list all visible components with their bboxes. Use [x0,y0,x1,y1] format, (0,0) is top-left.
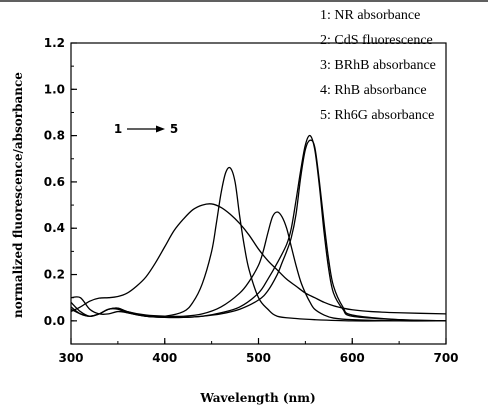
legend-entry-5: 5: Rh6G absorbance [320,108,434,123]
y-axis-title: normalized fluorescence/absorbance [11,72,25,318]
annotation-start-label: 1 [114,122,122,136]
series-line-5 [70,139,447,322]
y-tick-label: 0.4 [44,221,65,235]
y-tick-label: 0.2 [44,268,65,282]
x-tick-label: 300 [58,351,83,365]
legend-entry-3: 3: BRhB absorbance [320,58,436,73]
series-line-4 [70,134,447,322]
x-tick-label: 700 [433,351,458,365]
legend-entry-2: 2: CdS fluorescence [320,33,433,48]
x-axis-title: Wavelength (nm) [199,391,315,405]
series-line-2 [70,166,446,322]
series-layer [70,134,447,322]
x-tick-label: 400 [152,351,177,365]
x-tick-label: 500 [246,351,271,365]
y-tick-label: 1.0 [44,82,65,96]
legend-entry-4: 4: RhB absorbance [320,83,427,98]
series-line-3 [70,211,447,322]
y-tick-label: 0.8 [44,129,65,143]
series-line-1 [70,203,447,315]
ticks-layer: 300 400 500 600 700 0.0 0.2 0.4 0.6 0.8 1.0 1.2 [44,36,459,365]
x-tick-label: 600 [340,351,365,365]
y-tick-label: 0.0 [44,314,65,328]
plot-frame [70,42,447,345]
y-tick-label: 1.2 [44,36,65,50]
y-tick-label: 0.6 [44,175,65,189]
annotation-end-label: 5 [170,122,178,136]
annotation-arrow-group: 1 5 [114,122,178,136]
annotation-arrow-head [156,125,165,133]
legend-entry-1: 1: NR absorbance [320,8,420,23]
legend: 1: NR absorbance 2: CdS fluorescence 3: … [320,8,436,123]
